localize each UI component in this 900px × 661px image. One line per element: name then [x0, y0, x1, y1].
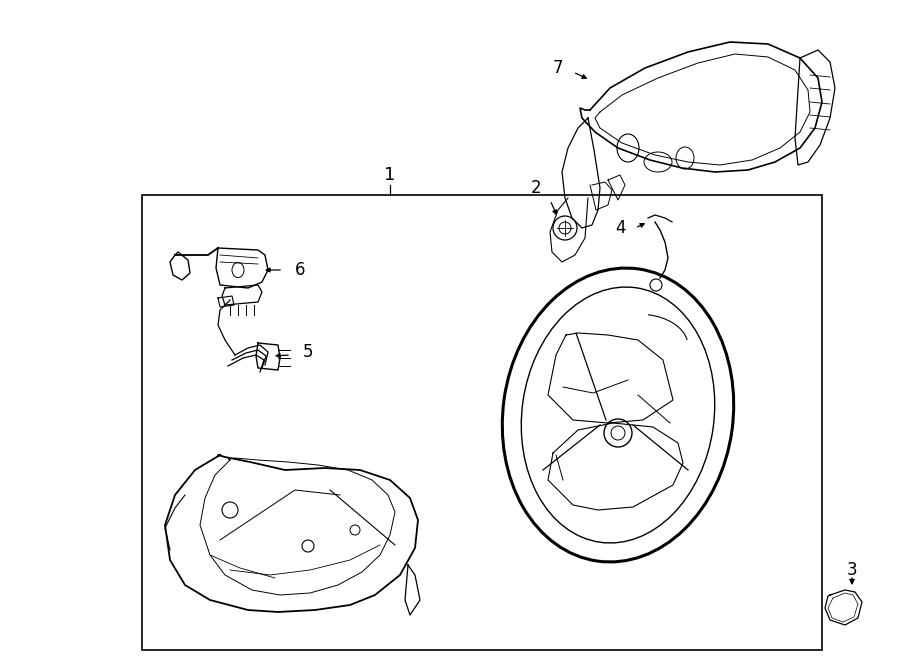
Text: 7: 7: [553, 59, 563, 77]
Bar: [142, 195, 822, 650]
Text: 1: 1: [384, 166, 396, 184]
Text: 2: 2: [531, 179, 541, 197]
Text: 6: 6: [295, 261, 305, 279]
Text: 5: 5: [302, 343, 313, 361]
Text: 3: 3: [847, 561, 858, 579]
Text: 4: 4: [615, 219, 626, 237]
